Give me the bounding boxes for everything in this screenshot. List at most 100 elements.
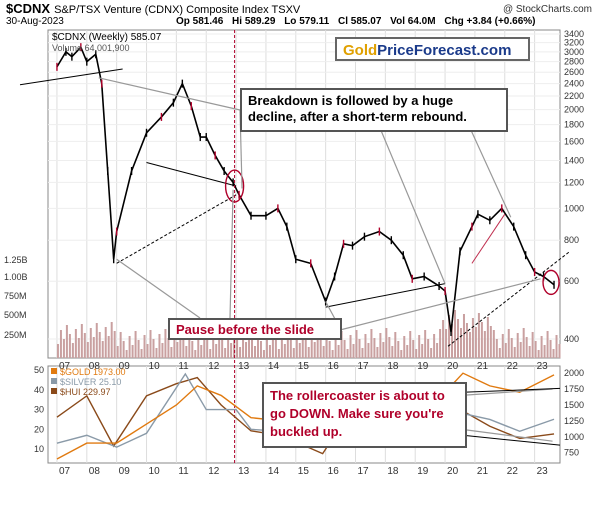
volume-bar [430, 348, 433, 358]
volume-bar [486, 317, 489, 358]
volume-bar [492, 330, 495, 358]
volume-bar [274, 340, 277, 358]
volume-bar [289, 339, 292, 358]
volume-tick-label: 1.00B [4, 272, 28, 282]
volume-bar [170, 347, 173, 358]
highlight-ellipse [542, 269, 560, 296]
volume-bar [358, 339, 361, 358]
volume-bar [403, 336, 406, 358]
x-tick-label: 17 [357, 361, 369, 372]
trendline-rising-dashed [116, 194, 237, 264]
volume-bar [152, 339, 155, 358]
trendline-neck [146, 162, 237, 187]
legend-swatch [51, 378, 57, 384]
x-tick-label: 23 [537, 361, 549, 372]
volume-bar [236, 338, 239, 358]
volume-bar [62, 339, 65, 358]
change-value: Chg +3.84 (+0.66%) [444, 16, 536, 27]
volume-bar [433, 334, 436, 358]
volume-bar [355, 330, 358, 358]
price-panel-frame [47, 29, 561, 359]
volume-bar [495, 339, 498, 358]
volume-bar [346, 349, 349, 358]
volume-bar [233, 329, 236, 358]
volume-bar [543, 345, 546, 358]
goldpriceforecast-logo[interactable]: GoldPriceForecast.com [335, 37, 530, 61]
right-tick-label: 1750 [564, 384, 584, 394]
x-tick-label: 20 [447, 466, 459, 477]
volume-bar [197, 336, 200, 358]
volume-bar [307, 347, 310, 358]
x-tick-label: 08 [89, 466, 101, 477]
volume-bar [504, 343, 507, 358]
volume-bar [128, 336, 131, 358]
volume-tick-label: 1.25B [4, 255, 28, 265]
volume-bar [119, 332, 122, 358]
volume-bar [477, 313, 480, 358]
volume-bar [298, 343, 301, 358]
volume-bar [397, 341, 400, 358]
trendline-support [325, 283, 446, 308]
volume-bar [185, 346, 188, 358]
volume-bar [143, 335, 146, 358]
volume-bar [256, 332, 259, 358]
volume-bar [361, 348, 364, 358]
callout-pause: Pause before the slide [168, 318, 342, 340]
volume-bar [498, 348, 501, 358]
right-tick-label: 1000 [564, 432, 584, 442]
volume-bar [209, 349, 212, 358]
volume-bar [215, 344, 218, 358]
x-tick-label: 10 [149, 361, 161, 372]
price-tick-label: 1800 [564, 120, 584, 130]
volume-bar [194, 350, 197, 358]
volume-value: Vol 64.0M [390, 16, 436, 27]
price-tick-label: 3000 [564, 47, 584, 57]
volume-bar [382, 342, 385, 358]
volume-bar [304, 338, 307, 358]
price-tick-label: 400 [564, 334, 579, 344]
volume-bar [316, 328, 319, 358]
high-value: Hi 589.29 [232, 16, 276, 27]
x-tick-label: 21 [477, 466, 489, 477]
volume-bar [86, 342, 89, 358]
volume-bar [95, 323, 98, 358]
volume-bar [280, 335, 283, 358]
volume-bar [56, 344, 59, 358]
callout-pointer [339, 278, 541, 331]
callout-breakdown: Breakdown is followed by a huge decline,… [240, 88, 508, 132]
volume-bar [74, 329, 77, 358]
volume-bar [367, 343, 370, 358]
volume-bar [489, 326, 492, 358]
volume-bar [176, 342, 179, 358]
ohlc-readout: Op 581.46 Hi 589.29 Lo 579.11 Cl 585.07 … [170, 16, 536, 27]
volume-bar [465, 323, 468, 358]
x-tick-label: 16 [328, 361, 340, 372]
callout-pointer [379, 127, 446, 284]
volume-bar [104, 327, 107, 358]
volume-bar [549, 340, 552, 358]
x-tick-label: 23 [537, 466, 549, 477]
right-tick-label: 1500 [564, 400, 584, 410]
volume-bar [352, 344, 355, 358]
volume-bar [131, 345, 134, 358]
callout-pointer [469, 127, 512, 218]
volume-bar [462, 314, 465, 358]
trendline-rising-dashed-2 [447, 250, 571, 347]
x-tick-label: 17 [357, 466, 369, 477]
volume-bar [125, 350, 128, 358]
left-tick-label: 20 [34, 424, 44, 434]
volume-bar [227, 334, 230, 358]
volume-bar [471, 318, 474, 358]
x-tick-label: 09 [119, 361, 131, 372]
volume-bar [454, 310, 457, 358]
volume-bar [101, 341, 104, 358]
volume-bar [409, 331, 412, 358]
volume-tick-label: 500M [4, 310, 27, 320]
x-tick-label: 15 [298, 361, 310, 372]
volume-bar [137, 340, 140, 358]
volume-bar [501, 334, 504, 358]
volume-bar [534, 341, 537, 358]
x-tick-label: 19 [417, 361, 429, 372]
low-value: Lo 579.11 [284, 16, 330, 27]
callout-pointer [466, 429, 553, 442]
